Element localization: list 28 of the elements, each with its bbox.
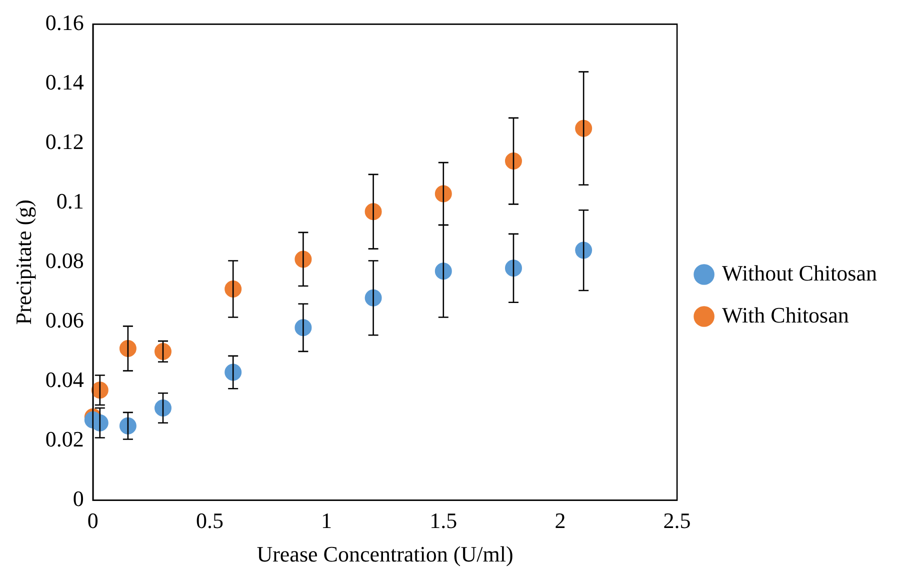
x-tick-label: 1.5 bbox=[430, 508, 458, 534]
y-tick-label: 0.16 bbox=[45, 10, 84, 35]
point bbox=[504, 152, 522, 170]
x-tick-label: 1 bbox=[321, 508, 332, 534]
point bbox=[154, 342, 172, 360]
point bbox=[504, 260, 522, 277]
y-tick-label: 0.08 bbox=[45, 248, 84, 273]
point bbox=[575, 120, 592, 137]
x-tick-label: 2 bbox=[554, 508, 566, 534]
legend-label: Without Chitosan bbox=[722, 260, 878, 286]
point bbox=[575, 242, 592, 259]
x-tick-label: 0.5 bbox=[196, 508, 224, 534]
x-tick-label: 2.5 bbox=[663, 508, 691, 534]
y-tick-label: 0 bbox=[72, 486, 84, 511]
y-axis-title: Precipitate (g) bbox=[10, 200, 36, 325]
y-tick-label: 0.14 bbox=[45, 69, 84, 94]
y-tick-label: 0.02 bbox=[45, 426, 84, 452]
y-tick-label: 0.04 bbox=[45, 366, 84, 392]
point bbox=[154, 399, 172, 416]
y-tick-label: 0.1 bbox=[56, 188, 84, 214]
y-tick-label: 0.12 bbox=[45, 128, 84, 154]
point bbox=[224, 280, 242, 298]
x-axis-title: Urease Concentration (U/ml) bbox=[256, 542, 514, 567]
point bbox=[119, 417, 136, 434]
point bbox=[224, 364, 242, 381]
y-tick-label: 0.06 bbox=[45, 307, 84, 332]
point bbox=[119, 340, 136, 357]
legend-label: With Chitosan bbox=[722, 302, 849, 328]
